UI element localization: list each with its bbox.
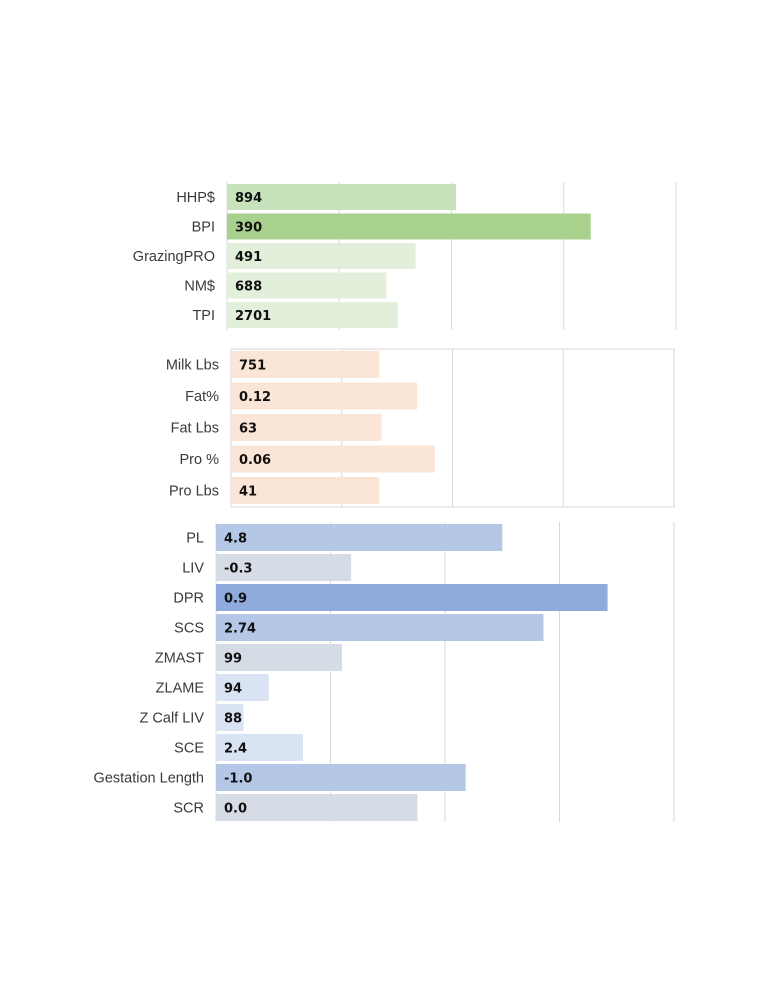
- bar: [231, 477, 380, 504]
- bar: [216, 554, 352, 581]
- category-label: Pro %: [180, 452, 220, 468]
- bar: [227, 272, 387, 299]
- data-label: -0.3: [224, 562, 252, 577]
- bar: [231, 351, 380, 378]
- category-label: NM$: [184, 279, 215, 295]
- category-label: SCS: [174, 621, 204, 637]
- category-label: PL: [186, 531, 204, 547]
- bar: [216, 704, 244, 731]
- category-label: HHP$: [176, 190, 215, 206]
- category-label: Gestation Length: [94, 771, 204, 787]
- category-label: Z Calf LIV: [140, 711, 205, 727]
- bar: [227, 302, 398, 328]
- data-label: 0.9: [224, 592, 247, 607]
- bar: [216, 764, 466, 791]
- bar: [231, 445, 435, 473]
- data-label: 2701: [235, 309, 271, 324]
- bar: [216, 584, 608, 611]
- bar: [216, 794, 418, 821]
- data-label: 63: [239, 422, 257, 437]
- data-label: 2.4: [224, 742, 247, 757]
- category-label: TPI: [192, 308, 215, 324]
- bar: [227, 184, 456, 210]
- data-label: 41: [239, 485, 257, 500]
- data-label: 688: [235, 280, 262, 295]
- bar: [227, 243, 416, 269]
- data-label: 2.74: [224, 622, 256, 637]
- category-label: Pro Lbs: [169, 484, 219, 500]
- category-label: SCR: [173, 801, 204, 817]
- data-label: 751: [239, 359, 266, 374]
- category-label: Milk Lbs: [166, 358, 219, 374]
- data-label: 390: [235, 221, 262, 236]
- data-label: 0.12: [239, 390, 271, 405]
- bar: [231, 382, 418, 410]
- category-label: LIV: [182, 561, 204, 577]
- category-label: Fat%: [185, 389, 219, 405]
- category-label: ZMAST: [155, 651, 204, 667]
- bar: [227, 213, 591, 240]
- bar: [216, 674, 269, 701]
- index-panel: 894 HHP$ 390 BPI 491 GrazingPRO 688 NM$ 2701 TPI: [133, 182, 677, 330]
- data-label: 0.06: [239, 453, 271, 468]
- category-label: BPI: [192, 220, 215, 236]
- category-label: Fat Lbs: [171, 421, 219, 437]
- category-label: DPR: [173, 591, 204, 607]
- category-label: GrazingPRO: [133, 249, 215, 265]
- data-label: 88: [224, 712, 242, 727]
- data-label: 4.8: [224, 532, 247, 547]
- bar: [231, 414, 382, 441]
- data-label: 0.0: [224, 802, 247, 817]
- data-label: 491: [235, 250, 262, 265]
- bar: [216, 524, 503, 551]
- data-label: -1.0: [224, 772, 252, 787]
- category-label: ZLAME: [156, 681, 205, 697]
- production-panel: 751 Milk Lbs 0.12 Fat% 63 Fat Lbs 0.06 Pro % 41 P…: [166, 348, 675, 508]
- bar: [216, 644, 342, 671]
- category-label: SCE: [174, 741, 204, 757]
- data-label: 94: [224, 682, 242, 697]
- data-label: 894: [235, 191, 262, 206]
- health-fertility-panel: 4.8 PL -0.3 LIV 0.9 DPR 2.74 SCS 99 ZMAST 94 ZLAME 8…: [94, 522, 675, 822]
- bar: [216, 734, 304, 761]
- data-label: 99: [224, 652, 242, 667]
- bar: [216, 614, 544, 641]
